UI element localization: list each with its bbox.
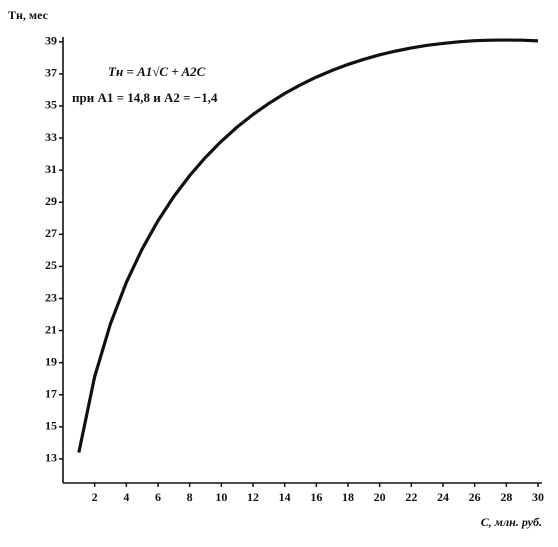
y-tick-label: 21 [45,322,57,336]
x-tick-label: 24 [437,490,449,504]
x-tick-label: 28 [500,490,512,504]
y-tick-label: 37 [45,66,57,80]
y-tick-label: 31 [45,162,57,176]
y-tick-label: 39 [45,34,57,48]
x-tick-label: 12 [247,490,259,504]
y-tick-label: 17 [45,387,57,401]
x-tick-label: 26 [469,490,481,504]
x-tick-label: 6 [155,490,161,504]
x-tick-label: 18 [342,490,354,504]
y-tick-label: 35 [45,98,57,112]
formula: Tн = A1√C + A2C [108,64,206,79]
x-tick-label: 14 [279,490,291,504]
curve [77,38,539,453]
y-tick-label: 25 [45,258,57,272]
y-tick-label: 13 [45,451,57,465]
y-tick-label: 23 [45,290,57,304]
y-axis-label: Tн, мес [8,8,49,22]
y-tick-label: 15 [45,419,57,433]
y-tick-label: 29 [45,194,57,208]
formula-params: при A1 = 14,8 и A2 = −1,4 [72,90,218,105]
x-tick-label: 4 [123,490,129,504]
y-tick-label: 19 [45,354,57,368]
x-tick-label: 2 [92,490,98,504]
x-tick-label: 22 [405,490,417,504]
x-tick-label: 8 [187,490,193,504]
x-axis-label: C, млн. руб. [481,515,542,529]
x-tick-label: 16 [310,490,322,504]
y-tick-label: 33 [45,130,57,144]
x-tick-label: 30 [532,490,544,504]
x-tick-label: 10 [215,490,227,504]
x-tick-label: 20 [374,490,386,504]
y-tick-label: 27 [45,226,57,240]
